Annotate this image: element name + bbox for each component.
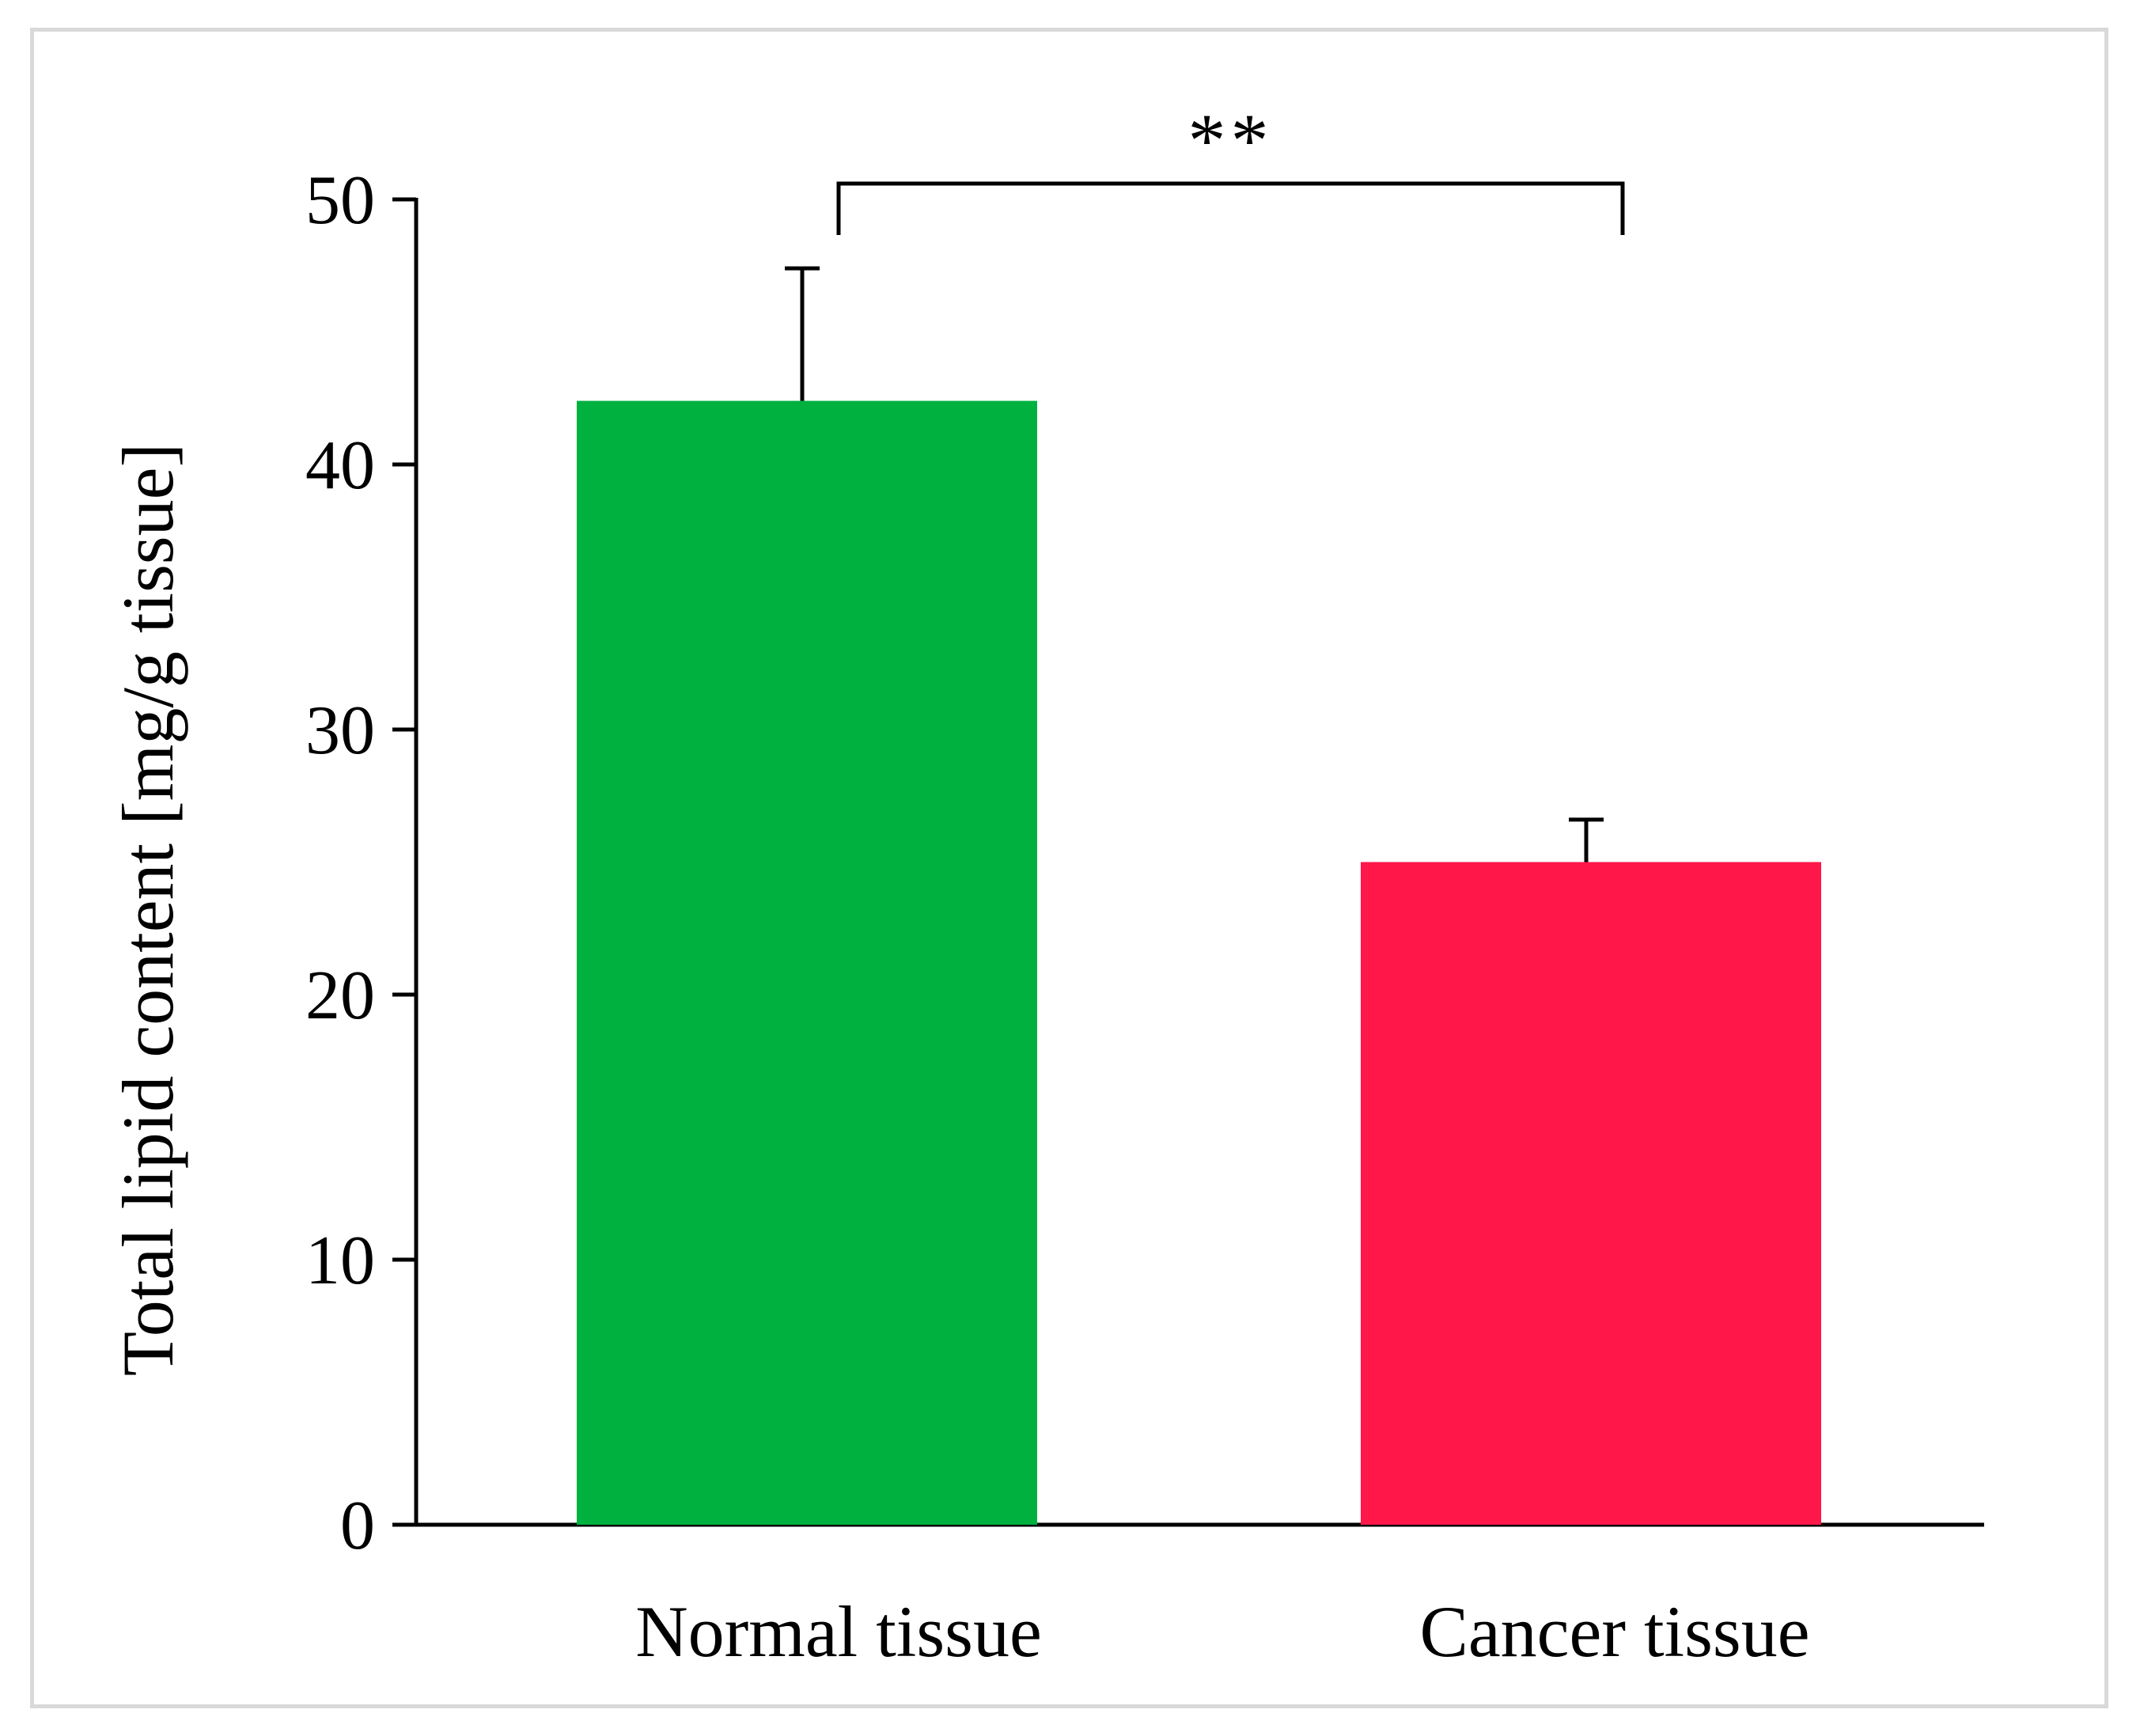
y-tick-label-20: 20 xyxy=(305,957,375,1034)
significance-label: ** xyxy=(1188,98,1274,183)
bracket-line xyxy=(836,181,1625,235)
y-tick-label-40: 40 xyxy=(305,427,375,504)
x-tick-labels: Normal tissue Cancer tissue xyxy=(635,1591,1809,1672)
error-bar-normal-tissue xyxy=(785,266,820,401)
bar-cancer-tissue xyxy=(1361,862,1821,1525)
bar-chart: 0 10 20 30 40 50 Normal tissue Cancer tissue *… xyxy=(108,98,1984,1672)
y-tick-label-30: 30 xyxy=(305,692,375,769)
bar-normal-tissue xyxy=(577,400,1037,1526)
y-tick-label-0: 0 xyxy=(340,1488,375,1564)
figure-frame: 0 10 20 30 40 50 Normal tissue Cancer tissue *… xyxy=(30,28,2108,1708)
y-axis-label: Total lipid content [mg/g tissue] xyxy=(108,443,188,1376)
x-tick-label-cancer-tissue: Cancer tissue xyxy=(1419,1591,1809,1672)
error-bars xyxy=(785,266,1604,862)
error-bar-cancer-tissue xyxy=(1569,817,1604,862)
y-tick-label-50: 50 xyxy=(305,162,375,239)
significance-bracket: ** xyxy=(836,98,1625,235)
x-tick-label-normal-tissue: Normal tissue xyxy=(635,1591,1042,1672)
bars xyxy=(577,400,1821,1526)
y-tick-label-10: 10 xyxy=(305,1222,375,1299)
y-ticks: 0 10 20 30 40 50 xyxy=(305,162,416,1564)
